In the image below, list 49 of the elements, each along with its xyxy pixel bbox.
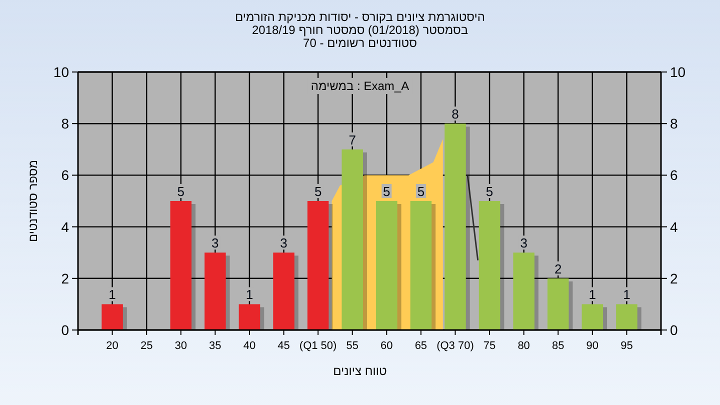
x-tick-label: (Q1 50) xyxy=(299,340,337,352)
y2-tick-label: 6 xyxy=(670,167,678,184)
x-tick-label: 25 xyxy=(140,340,153,352)
data-label: 1 xyxy=(108,287,116,302)
y-tick-label: 8 xyxy=(61,116,70,132)
x-tick-label: (Q3 70) xyxy=(436,340,474,352)
data-label: 7 xyxy=(348,132,356,148)
annotation: Exam_A : במשימה xyxy=(310,79,410,93)
chart-subtitle: בסמסטר (01/2018) סמסטר חורף 2018/19 xyxy=(252,23,468,37)
x-tick-label: 55 xyxy=(346,340,358,352)
text: סטודנטים רשומים - 70 xyxy=(303,36,418,50)
x-tick-label: 80 xyxy=(518,340,530,352)
y2-tick-label: 0 xyxy=(670,322,678,338)
y-tick-label: 6 xyxy=(61,167,70,184)
data-label: 2 xyxy=(554,261,562,276)
data-label: 8 xyxy=(452,106,459,122)
data-label: 1 xyxy=(623,287,630,302)
x-axis-title: טווח ציונים xyxy=(333,364,388,378)
data-label: 5 xyxy=(486,184,494,199)
x-tick-label: 85 xyxy=(552,340,564,352)
data-label: 5 xyxy=(417,184,425,199)
x-tick-label: 75 xyxy=(483,340,496,352)
y2-tick-label: 2 xyxy=(670,270,678,286)
data-label: 3 xyxy=(520,236,528,251)
y2-tick-label: 10 xyxy=(670,64,686,80)
x-tick-label: 30 xyxy=(174,340,188,352)
data-label: 1 xyxy=(246,287,254,302)
x-tick-label: 60 xyxy=(380,340,393,352)
x-tick-label: 35 xyxy=(209,340,222,352)
y-axis-title: מספר סטודנטים xyxy=(26,160,40,242)
y-tick-label: 10 xyxy=(53,64,70,80)
data-label: 3 xyxy=(212,236,219,251)
x-tick-label: 90 xyxy=(586,340,599,352)
x-tick-label: 65 xyxy=(414,340,428,352)
data-label: 5 xyxy=(314,184,322,199)
data-label: 5 xyxy=(383,184,390,199)
y2-tick-label: 4 xyxy=(670,218,678,235)
x-tick-label: 20 xyxy=(106,340,118,352)
y-tick-label: 0 xyxy=(61,322,70,338)
y2-tick-label: 8 xyxy=(670,116,678,132)
x-tick-label: 45 xyxy=(278,340,290,352)
data-label: 3 xyxy=(280,236,288,251)
y-tick-label: 4 xyxy=(61,218,70,235)
data-label: 5 xyxy=(177,184,184,199)
x-tick-label: 95 xyxy=(620,340,633,352)
chart-title: היסטוגרמת ציונים בקורס - יסודות מכניקת הזורמים xyxy=(234,10,486,24)
x-tick-label: 40 xyxy=(243,340,256,352)
y-tick-label: 2 xyxy=(61,270,70,286)
data-label: 1 xyxy=(588,287,596,302)
